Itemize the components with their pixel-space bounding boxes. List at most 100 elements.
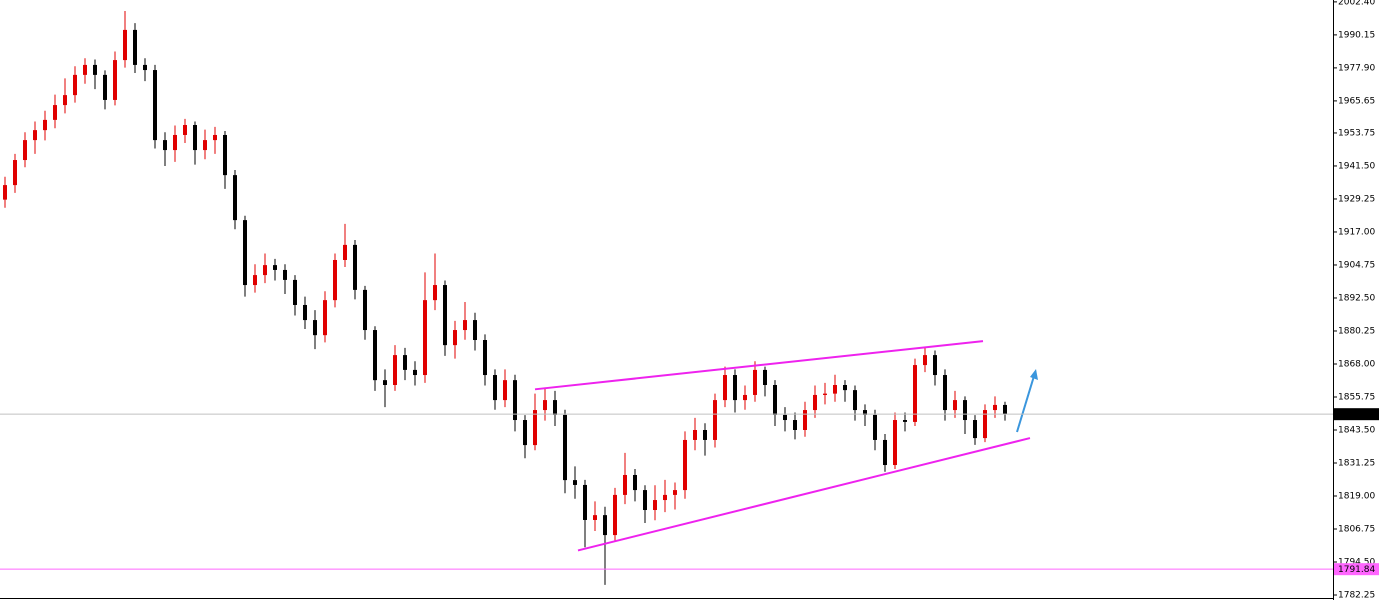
candle-body [503,380,507,401]
candle-body [393,355,397,386]
candle-body [693,429,697,440]
candle-body [723,375,727,401]
candle-body [893,420,897,466]
current_price-box [1334,408,1379,421]
candle-body [423,300,427,376]
candle-body [103,74,107,100]
candle-body [413,369,417,376]
candle-body [93,64,97,75]
candle-body [323,300,327,336]
candle-body [363,289,367,331]
candle-body [303,304,307,321]
y-tick-label: 1819.00 [1338,492,1375,502]
candle-body [573,480,577,485]
candle-body [703,429,707,440]
candle-body [453,330,457,346]
candle-body [313,320,317,336]
y-tick-label: 1868.00 [1338,359,1375,369]
candle-body [543,400,547,411]
candle-body [753,369,757,395]
y-tick-label: 2002.40 [1338,0,1375,7]
candle-body [213,134,217,141]
y-tick-label: 1965.65 [1338,96,1375,106]
candle-body [383,380,387,386]
y-tick-label: 1831.25 [1338,458,1375,468]
arrow-head [1030,369,1038,380]
trendline [534,340,984,391]
trendline [577,437,1031,552]
candle-body [973,420,977,439]
candle-body [73,74,77,96]
candle-body [623,474,627,495]
candle-body [943,375,947,411]
y-tick-label: 1782.25 [1338,591,1375,600]
candle-body [803,410,807,430]
candle-body [743,394,747,401]
candle-body [143,64,147,71]
candle-body [833,385,837,394]
candle-body [853,390,857,411]
candle-body [203,140,207,151]
candle-body [263,265,267,276]
candle-body [1003,404,1007,415]
candle-body [653,500,657,511]
candle-body [923,355,927,366]
candle-body [443,285,447,346]
candle-body [843,385,847,391]
candle-body [613,494,617,536]
candle-body [593,515,597,520]
y-tick-label: 1892.50 [1338,293,1375,303]
candle-body [183,125,187,135]
candle-body [583,484,587,520]
candle-body [643,490,647,511]
candle-body [983,410,987,439]
y-tick-label: 1880.25 [1338,326,1375,336]
candle-body [523,420,527,446]
candle-body [813,394,817,411]
candle-body [63,95,67,106]
y-tick-label: 1917.00 [1338,227,1375,237]
candle-body [333,259,337,301]
y-tick-label: 1843.50 [1338,425,1375,435]
y-tick-label: 1855.75 [1338,392,1375,402]
candle-body [553,400,557,415]
level-label: 1791.84 [1338,565,1375,575]
candle-body [113,60,117,100]
candle-body [473,320,477,341]
candle-body [223,134,227,176]
candle-body [603,515,607,536]
candle-body [13,160,17,186]
candle-body [793,420,797,430]
y-tick-label: 1977.90 [1338,63,1375,73]
candle-body [673,490,677,495]
candle-body [533,410,537,446]
candle-body [883,439,887,466]
candle-body [933,355,937,376]
candle-body [53,105,57,120]
candle-body [713,400,717,440]
candle-body [293,279,297,305]
arrow [1016,375,1035,433]
candle-body [173,134,177,151]
candle-body [873,414,877,440]
candle-body [903,420,907,422]
candle-body [913,365,917,422]
candle-body [773,385,777,415]
candle-body [633,474,637,491]
candle-body [433,285,437,301]
candle-body [683,439,687,491]
candle-body [823,393,827,395]
candle-body [863,410,867,415]
y-tick-label: 1990.15 [1338,30,1375,40]
candle-body [993,404,997,411]
candle-body [733,375,737,401]
candle-body [763,369,767,386]
candle-body [493,375,497,401]
candle-body [123,29,127,61]
candle-body [403,355,407,370]
y-tick-label: 1941.50 [1338,161,1375,171]
candle-body [43,119,47,131]
level-box [1334,563,1379,576]
candle-body [273,265,277,270]
